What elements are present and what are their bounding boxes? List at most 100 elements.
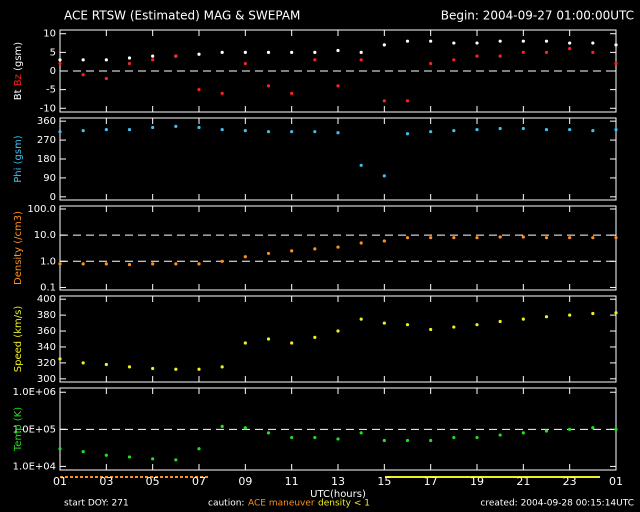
x-tick-label: 17	[424, 475, 438, 488]
data-point	[521, 235, 525, 239]
data-point	[290, 130, 294, 134]
data-point	[521, 126, 525, 131]
created-time: created: 2004-09-28 00:15:14UTC	[480, 499, 634, 509]
legend-entry: Density	[13, 247, 24, 285]
data-point	[568, 47, 572, 51]
x-tick-label: 19	[470, 475, 484, 488]
data-point	[220, 259, 224, 263]
x-axis-label: UTC(hours)	[310, 489, 366, 500]
data-point	[614, 61, 618, 66]
data-point	[544, 50, 549, 54]
data-point	[359, 50, 363, 54]
x-tick-label: 01	[609, 475, 623, 488]
data-point	[591, 236, 595, 240]
y-tick-label: 1.0E+05	[13, 424, 56, 435]
data-point	[266, 50, 271, 54]
x-tick-label: 05	[146, 475, 160, 488]
data-point	[591, 311, 595, 316]
data-point	[127, 262, 132, 267]
caution-maneuver: ACE maneuver	[248, 499, 315, 509]
data-point	[521, 39, 525, 43]
data-point	[266, 130, 271, 134]
data-point	[568, 313, 572, 317]
y-tick-label: 180	[37, 154, 56, 165]
x-tick-label: 01	[53, 475, 67, 488]
data-point	[382, 99, 386, 103]
data-point	[475, 127, 479, 132]
data-point	[81, 73, 85, 77]
data-point	[290, 249, 294, 253]
y-tick-label: 320	[37, 358, 56, 369]
panel-frame	[59, 295, 617, 383]
y-axis-unit: (gsm)	[13, 42, 24, 71]
data-point	[544, 315, 549, 319]
data-point	[452, 129, 456, 133]
y-tick-label: 0.1	[40, 282, 56, 293]
data-point	[405, 132, 410, 136]
data-point	[174, 54, 178, 58]
data-point	[197, 125, 201, 130]
y-axis-unit: (km/s)	[13, 306, 24, 338]
x-tick-label: 23	[563, 475, 577, 488]
data-point	[382, 174, 386, 178]
data-point	[197, 367, 201, 371]
data-point	[405, 438, 410, 443]
data-point	[220, 127, 224, 132]
data-point	[591, 41, 595, 45]
y-tick-label: 0	[50, 66, 56, 77]
data-point	[151, 457, 155, 461]
data-point	[174, 124, 178, 129]
data-point	[405, 236, 410, 240]
data-point	[452, 236, 456, 240]
data-point	[220, 424, 224, 428]
data-point	[614, 43, 618, 47]
begin-time: Begin: 2004-09-27 01:00:00UTC	[441, 9, 634, 23]
data-point	[58, 58, 62, 62]
data-point	[313, 335, 317, 340]
data-point	[58, 262, 62, 266]
data-point	[127, 61, 132, 66]
data-point	[313, 130, 317, 134]
data-point	[521, 431, 525, 435]
data-point	[104, 76, 108, 81]
legend-entry: Bt	[13, 89, 24, 100]
data-point	[290, 341, 294, 345]
legend-entry: Speed	[13, 341, 24, 372]
x-tick-label: 15	[377, 475, 391, 488]
y-tick-label: 380	[37, 310, 56, 321]
data-point	[429, 61, 433, 66]
data-point	[591, 129, 595, 133]
x-tick-label: 11	[285, 475, 299, 488]
data-point	[521, 50, 525, 54]
panel-frame	[59, 117, 617, 201]
data-point	[568, 41, 572, 45]
y-tick-label: 0	[50, 192, 56, 203]
data-point	[174, 262, 178, 266]
data-point	[475, 54, 479, 58]
data-point	[81, 361, 85, 365]
legend-entry: Bz	[13, 74, 24, 86]
data-point	[127, 127, 132, 132]
data-point	[127, 365, 132, 369]
data-point	[313, 435, 317, 440]
y-tick-label: 360	[37, 116, 56, 127]
data-point	[290, 435, 294, 440]
data-point	[521, 317, 525, 321]
data-point	[452, 435, 456, 440]
data-point	[151, 262, 155, 266]
y-tick-label: 90	[43, 173, 56, 184]
data-point	[104, 453, 108, 457]
data-point	[313, 50, 317, 54]
data-point	[614, 311, 618, 315]
y-tick-label: -10	[40, 103, 56, 114]
y-tick-label: 1.0E+04	[13, 461, 56, 472]
data-point	[151, 366, 155, 371]
y-axis-label: Density (/cm3)	[13, 211, 24, 285]
y-axis-unit: (/cm3)	[13, 211, 24, 244]
data-point	[336, 84, 340, 88]
data-point	[544, 236, 549, 240]
x-tick-label: 03	[99, 475, 113, 488]
data-point	[498, 39, 502, 43]
data-point	[220, 50, 224, 54]
start-doy: start DOY: 271	[64, 499, 129, 509]
